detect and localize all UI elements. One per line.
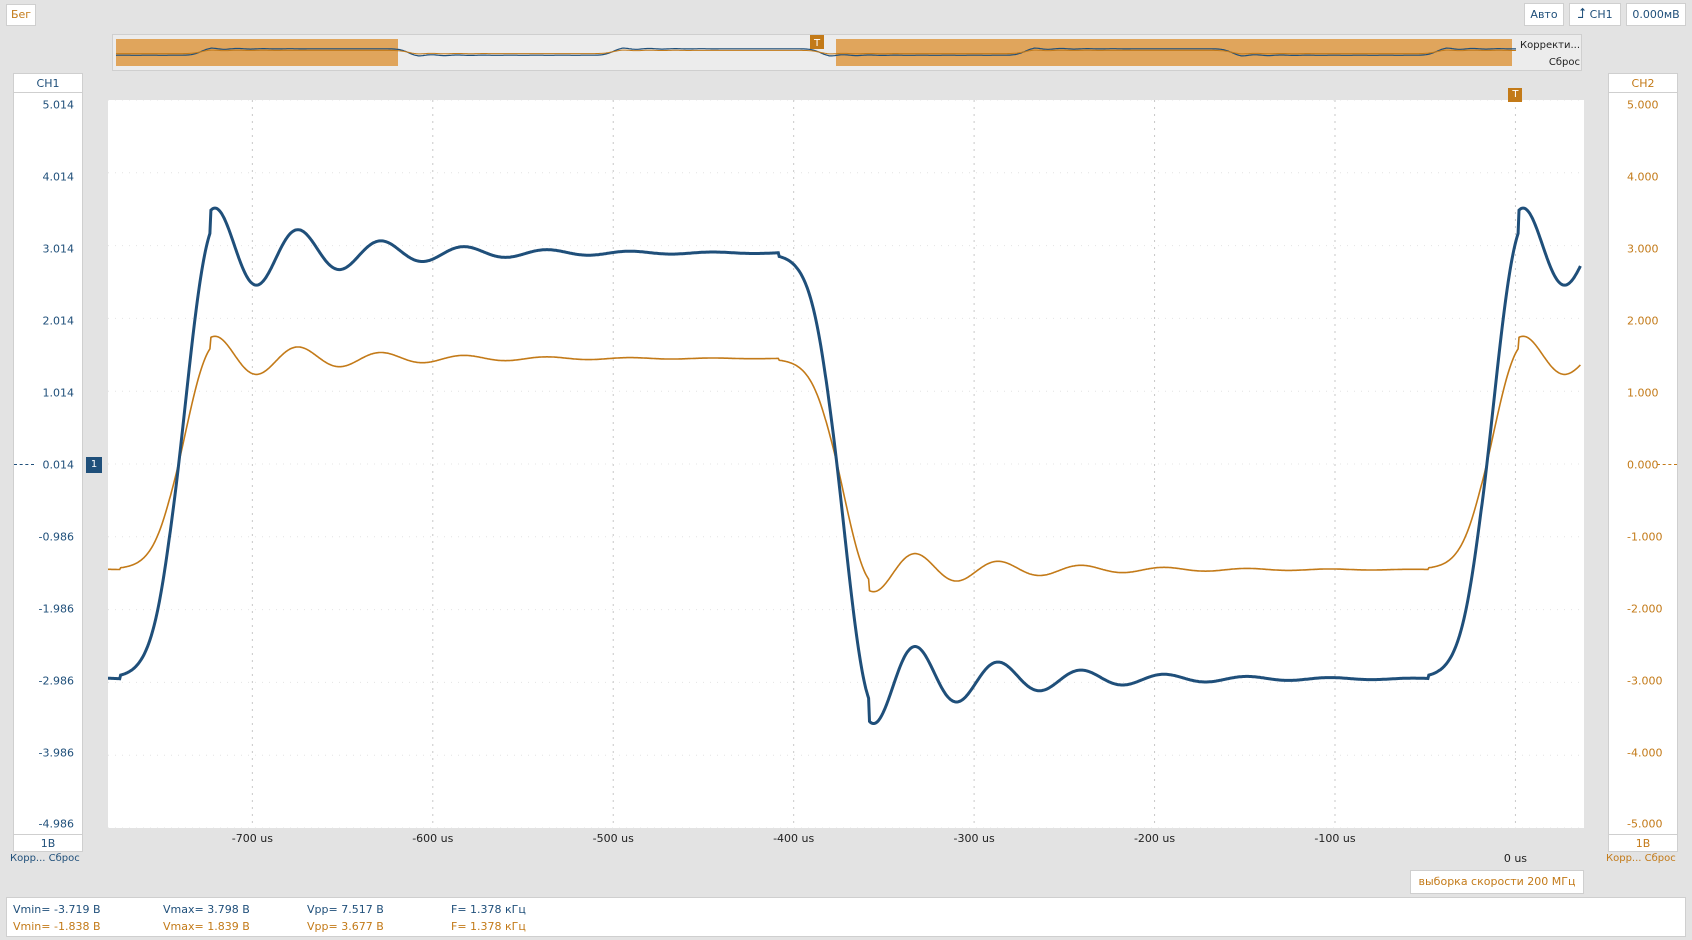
waveform-overview[interactable]: T <box>112 34 1582 71</box>
trigger-source-button[interactable]: ⮥ CH1 <box>1569 3 1621 26</box>
ch2-vmax: Vmax= 1.839 B <box>163 920 250 933</box>
overview-window-right <box>836 39 1512 66</box>
ch2-frequency: F= 1.378 кГц <box>451 920 526 933</box>
time-tick-label: -700 us <box>231 832 273 845</box>
overview-reset-button[interactable]: Сброс <box>1548 57 1580 68</box>
ch1-ground-line <box>14 464 34 465</box>
rising-edge-icon: ⮥ <box>1577 6 1586 22</box>
ch1-tick-label: 2.014 <box>42 314 75 328</box>
overview-window-left <box>116 39 398 66</box>
time-tick-label: -200 us <box>1133 832 1176 845</box>
time-tick-label: -100 us <box>1314 832 1356 845</box>
ch1-reset-button[interactable]: Сброс <box>48 853 80 864</box>
overview-trigger-marker[interactable]: T <box>810 35 824 49</box>
ch1-ground-marker[interactable]: 1 <box>86 457 102 473</box>
ch2-tick-label: -5.000 <box>1627 817 1663 831</box>
ch1-tick-label: 4.014 <box>42 170 75 184</box>
ch2-tick-label: 3.000 <box>1627 242 1659 256</box>
ch2-tick-label: 2.000 <box>1627 314 1659 328</box>
time-tick-label: -500 us <box>592 832 634 845</box>
ch2-tick-label: 4.000 <box>1627 170 1659 184</box>
overview-ch2-trace <box>116 49 1517 55</box>
time-tick-label: -300 us <box>953 832 995 845</box>
ch2-trace <box>108 335 1581 593</box>
ch1-vertical-axis[interactable]: 5.014 4.014 3.014 2.014 1.014 0.014 -0.9… <box>13 93 102 834</box>
ch2-tick-label: 1.000 <box>1627 386 1659 400</box>
ch1-trace <box>108 206 1582 725</box>
ch2-footer-buttons: Корр... Сброс <box>1606 853 1684 864</box>
ch1-vmax: Vmax= 3.798 B <box>163 903 250 916</box>
ch1-tick-label: -4.986 <box>38 817 74 831</box>
ch1-tick-label: 5.014 <box>42 98 75 112</box>
plot-grid <box>108 100 1584 828</box>
ch2-tick-label: -3.000 <box>1627 674 1663 688</box>
overview-graph: T <box>115 35 1517 66</box>
sample-rate-label: выборка скорости 200 МГц <box>1410 870 1584 894</box>
ch1-correction-button[interactable]: Корр... <box>10 853 46 864</box>
trigger-mode-button[interactable]: Авто <box>1524 3 1564 26</box>
ch1-measurements: Vmin= -3.719 B Vmax= 3.798 B Vpp= 7.517 … <box>13 901 1613 918</box>
ch2-tick-label: 5.000 <box>1627 98 1659 112</box>
time-tick-label: -400 us <box>773 832 815 845</box>
trigger-level-button[interactable]: 0.000мВ <box>1626 3 1686 26</box>
ch1-label[interactable]: CH1 <box>13 73 83 93</box>
run-status[interactable]: Бег <box>6 4 36 26</box>
ch1-tick-label: 3.014 <box>42 242 75 256</box>
ch1-vmin: Vmin= -3.719 B <box>13 903 101 916</box>
overview-trigger-marker-label: T <box>813 38 821 49</box>
ch1-vpp: Vpp= 7.517 B <box>307 903 384 916</box>
ch1-scale[interactable]: 1B <box>13 834 83 852</box>
ch1-footer-buttons: Корр... Сброс <box>10 853 88 864</box>
ch2-vmin: Vmin= -1.838 B <box>13 920 101 933</box>
ch2-label[interactable]: CH2 <box>1608 73 1678 93</box>
ch2-reset-button[interactable]: Сброс <box>1644 853 1676 864</box>
ch1-tick-label: -2.986 <box>38 674 74 688</box>
waveform-plot[interactable] <box>108 100 1584 828</box>
time-tick-label: -600 us <box>412 832 454 845</box>
measurements-panel: Vmin= -3.719 B Vmax= 3.798 B Vpp= 7.517 … <box>6 897 1686 937</box>
time-tick-label: 0 us <box>1503 852 1528 865</box>
waveform-graph <box>108 100 1584 828</box>
ch1-tick-label: -0.986 <box>38 530 74 544</box>
ch1-tick-label: 0.014 <box>42 458 75 472</box>
ch2-vpp: Vpp= 3.677 B <box>307 920 384 933</box>
ch2-vertical-axis[interactable]: 5.000 4.000 3.000 2.000 1.000 0.000 -1.0… <box>1608 93 1678 834</box>
ch2-tick-label: -4.000 <box>1627 746 1663 760</box>
ch2-tick-label: -1.000 <box>1627 530 1663 544</box>
ch2-scale[interactable]: 1B <box>1608 834 1678 852</box>
overview-correction-button[interactable]: Корректи... <box>1520 40 1580 51</box>
ch2-measurements: Vmin= -1.838 B Vmax= 1.839 B Vpp= 3.677 … <box>13 918 1613 935</box>
trigger-position-marker[interactable]: T <box>1508 88 1523 102</box>
ch1-frequency: F= 1.378 кГц <box>451 903 526 916</box>
ch1-tick-label: -1.986 <box>38 602 74 616</box>
ch1-tick-label: 1.014 <box>42 386 75 400</box>
ch2-tick-label: -2.000 <box>1627 602 1663 616</box>
ch1-tick-label: -3.986 <box>38 746 74 760</box>
ch2-tick-label: 0.000 <box>1627 458 1659 472</box>
trigger-source-label: CH1 <box>1589 8 1613 21</box>
ch2-ground-line <box>1657 464 1677 465</box>
ch2-correction-button[interactable]: Корр... <box>1606 853 1642 864</box>
